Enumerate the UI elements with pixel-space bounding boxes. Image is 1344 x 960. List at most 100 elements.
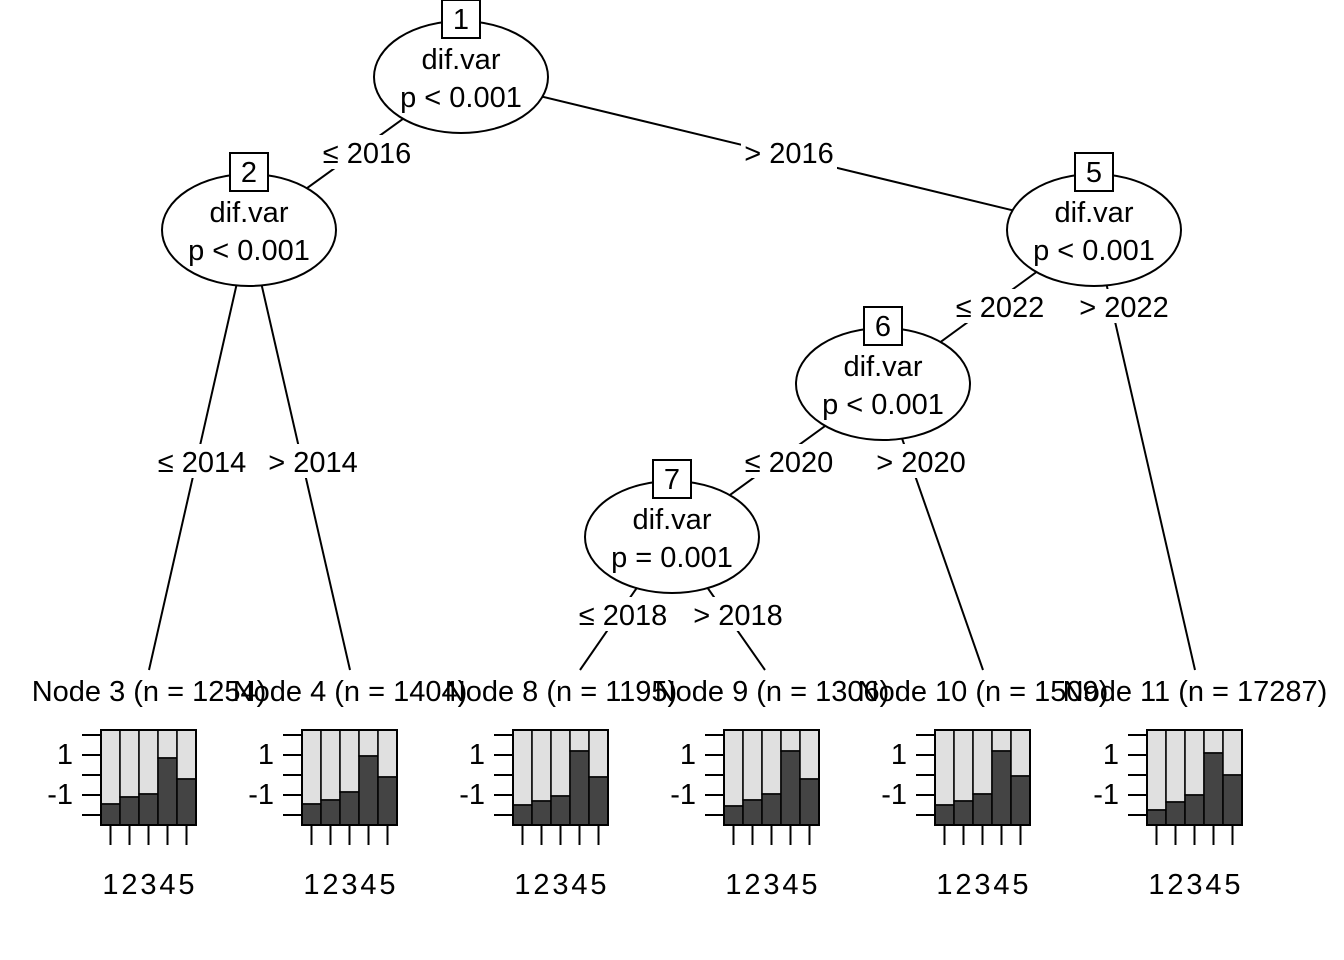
split-variable: dif.var [1055, 197, 1134, 229]
bar-light-1 [512, 729, 533, 806]
edge-label-2-4: > 2014 [268, 447, 358, 479]
bar-dark-3 [972, 793, 993, 826]
edge-label-mask-7-8 [575, 597, 671, 631]
node-id-box [441, 0, 481, 39]
x-tick-label: 4 [993, 869, 1009, 901]
bar-dark-1 [301, 803, 322, 826]
x-tick-label: 4 [1205, 869, 1221, 901]
bar-light-4 [569, 729, 590, 752]
bar-dark-3 [1184, 794, 1205, 826]
p-value: p < 0.001 [400, 82, 522, 114]
bar-light-3 [339, 729, 360, 793]
split-variable: dif.var [633, 504, 712, 536]
p-value: p < 0.001 [1033, 235, 1155, 267]
bar-dark-4 [358, 755, 379, 826]
bar-light-3 [761, 729, 782, 795]
bar-light-5 [377, 729, 398, 778]
y-tick-label: 1 [680, 739, 696, 771]
x-tick-label: 3 [341, 869, 357, 901]
x-tick-label: 3 [763, 869, 779, 901]
terminal-node-chart-4: 1-11 2 3 4 5 [248, 729, 398, 901]
bar-dark-1 [934, 804, 955, 826]
x-tick-label: 3 [552, 869, 568, 901]
bar-dark-5 [377, 776, 398, 826]
node-id: 5 [1086, 157, 1102, 189]
y-tick-label: 1 [469, 739, 485, 771]
edge-label-mask-1-5 [741, 135, 837, 169]
bar-light-5 [1222, 729, 1243, 776]
bar-light-3 [138, 729, 159, 795]
terminal-node-label-4: Node 4 (n = 1404) [233, 676, 468, 708]
bar-light-3 [1184, 729, 1205, 796]
bar-light-5 [1010, 729, 1031, 777]
bar-light-3 [550, 729, 571, 797]
edge-label-mask-5-6 [952, 289, 1048, 323]
terminal-node-label-9: Node 9 (n = 1306) [655, 676, 890, 708]
edge-label-mask-6-7 [741, 444, 837, 478]
edge-label-mask-2-3 [154, 444, 250, 478]
x-tick-label: 4 [782, 869, 798, 901]
x-tick-label: 3 [140, 869, 156, 901]
bar-light-2 [119, 729, 140, 798]
x-tick-label: 2 [121, 869, 137, 901]
edge-label-5-11: > 2022 [1079, 292, 1169, 324]
bar-dark-3 [550, 795, 571, 826]
terminal-node-chart-11: 1-11 2 3 4 5 [1093, 729, 1243, 901]
x-tick-label: 1 [514, 869, 530, 901]
x-tick-label: 5 [178, 869, 194, 901]
node-id: 2 [241, 157, 257, 189]
x-tick-label: 1 [1148, 869, 1164, 901]
x-tick-label: 1 [102, 869, 118, 901]
terminal-node-chart-3: 1-11 2 3 4 5 [47, 729, 197, 901]
inner-node-2: dif.var p < 0.001 2 [161, 152, 337, 287]
x-tick-label: 1 [725, 869, 741, 901]
bar-dark-5 [1010, 775, 1031, 826]
y-tick-label: -1 [248, 779, 274, 811]
tree-edges: ≤ 2016 > 2016 ≤ 2014 > 2014 ≤ 2022 > 2022 ≤ 20… [148, 76, 1196, 671]
edge-label-6-7: ≤ 2020 [745, 447, 834, 479]
bar-dark-1 [723, 805, 744, 826]
p-value: p < 0.001 [188, 235, 310, 267]
x-tick-label: 1 [936, 869, 952, 901]
bar-dark-3 [138, 793, 159, 826]
bar-light-4 [1203, 729, 1224, 754]
y-tick-label: -1 [1093, 779, 1119, 811]
bar-dark-5 [588, 776, 609, 826]
edge-label-6-10: > 2020 [876, 447, 966, 479]
x-tick-label: 2 [744, 869, 760, 901]
bar-light-2 [1165, 729, 1186, 803]
bar-dark-2 [742, 799, 763, 826]
terminal-node-chart-8: 1-11 2 3 4 5 [459, 729, 609, 901]
bar-dark-4 [1203, 752, 1224, 826]
x-tick-label: 5 [1012, 869, 1028, 901]
edge-label-mask-2-4 [265, 444, 361, 478]
bar-light-5 [588, 729, 609, 778]
bar-light-2 [531, 729, 552, 802]
bar-light-2 [953, 729, 974, 802]
edge-label-mask-6-10 [873, 444, 969, 478]
bar-light-2 [320, 729, 341, 801]
inner-node-1: dif.var p < 0.001 1 [373, 0, 549, 134]
bar-dark-1 [512, 804, 533, 826]
bar-light-1 [934, 729, 955, 806]
bar-dark-4 [780, 750, 801, 826]
y-tick-label: -1 [459, 779, 485, 811]
bar-dark-4 [157, 757, 178, 826]
p-value: p = 0.001 [611, 542, 733, 574]
inner-node-5: dif.var p < 0.001 5 [1006, 152, 1182, 287]
bar-light-1 [723, 729, 744, 807]
x-tick-label: 2 [533, 869, 549, 901]
y-tick-label: -1 [881, 779, 907, 811]
node-id-box [652, 459, 692, 499]
y-tick-label: -1 [47, 779, 73, 811]
bar-dark-4 [991, 750, 1012, 826]
bar-dark-5 [799, 778, 820, 826]
x-tick-label: 5 [1224, 869, 1240, 901]
node-id-box [863, 306, 903, 346]
split-variable: dif.var [422, 44, 501, 76]
bar-dark-4 [569, 750, 590, 826]
x-tick-label: 3 [1186, 869, 1202, 901]
bar-light-4 [991, 729, 1012, 752]
terminal-node-chart-9: 1-11 2 3 4 5 [670, 729, 820, 901]
